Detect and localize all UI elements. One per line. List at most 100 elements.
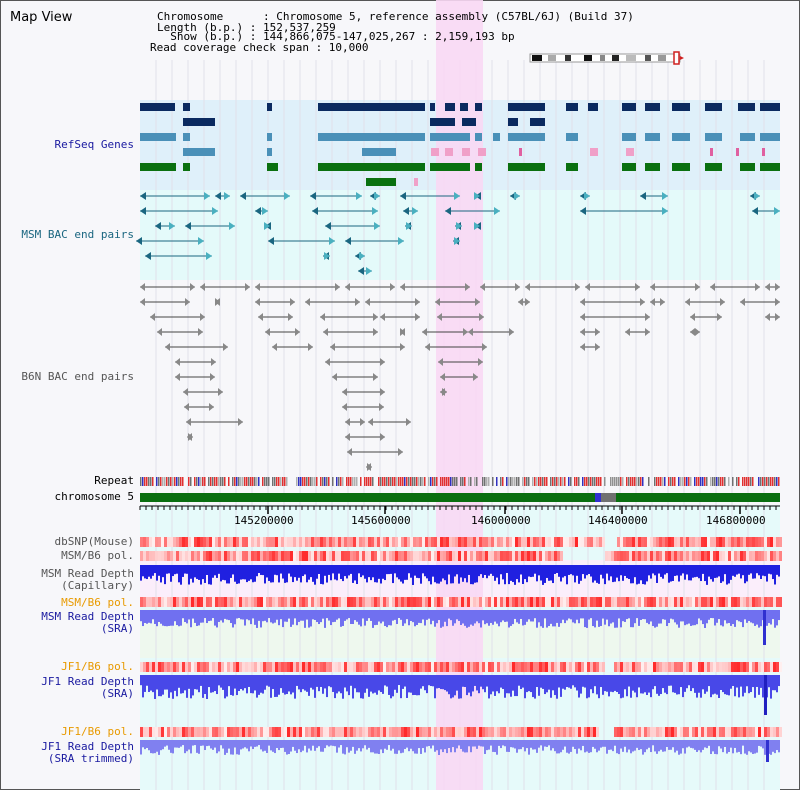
jf1-trim-depth-bar <box>300 740 302 753</box>
repeat-mark <box>562 477 564 486</box>
jf1-b6-pol-cell <box>701 727 704 737</box>
jf1-b6-pol-cell <box>173 727 176 737</box>
jf1-sra-depth-bar <box>624 675 626 690</box>
msm-b6-pol-cell <box>689 551 692 561</box>
jf1-sra-depth-bar <box>518 675 520 686</box>
msm-b6-pol-cell <box>278 551 281 561</box>
repeat-mark <box>552 477 554 486</box>
msm-cap-depth-bar <box>478 565 480 577</box>
repeat-mark <box>252 477 254 486</box>
msm-b6-pol-cell <box>284 551 287 561</box>
repeat-mark <box>320 477 322 486</box>
jf1-b6-pol-cell <box>647 727 650 737</box>
track-label-jf1-b6-pol-1[interactable]: JF1/B6 pol. <box>61 660 134 673</box>
repeat-mark <box>440 477 442 486</box>
jf1-b6-pol-cell <box>263 662 266 672</box>
msm-cap-depth-bar <box>626 565 628 579</box>
jf1-sra-depth-bar <box>372 675 374 694</box>
track-label-msm-bac[interactable]: MSM BAC end pairs <box>21 228 134 241</box>
dbsnp-cell <box>299 537 302 547</box>
msm-b6-pol-cell <box>149 551 152 561</box>
msm-cap-depth-bar <box>242 565 244 580</box>
track-label-jf1-depth-sra[interactable]: JF1 Read Depth <box>41 675 134 688</box>
jf1-b6-pol-cell <box>344 727 347 737</box>
jf1-b6-pol-cell <box>536 662 539 672</box>
track-label-jf1-b6-pol-2[interactable]: JF1/B6 pol. <box>61 725 134 738</box>
jf1-b6-pol-cell <box>743 662 746 672</box>
jf1-b6-pol-cell <box>305 727 308 737</box>
jf1-sra-depth-bar <box>430 675 432 687</box>
jf1-sra-depth-bar <box>438 675 440 689</box>
gene-pink-block <box>478 148 486 156</box>
jf1-sra-depth-bar <box>654 675 656 687</box>
jf1-trim-depth-bar <box>274 740 276 754</box>
msm-b6-pol-cell <box>515 597 518 607</box>
msm-b6-pol-cell <box>227 551 230 561</box>
track-label-repeat[interactable]: Repeat <box>94 474 134 487</box>
track-label-msm-depth-cap[interactable]: MSM Read Depth <box>41 567 134 580</box>
track-label-dbsnp[interactable]: dbSNP(Mouse) <box>54 535 134 548</box>
jf1-trim-depth-bar <box>626 740 628 753</box>
msm-sra-depth-bar <box>622 610 624 622</box>
dbsnp-cell <box>401 537 404 547</box>
dbsnp-cell <box>671 537 674 547</box>
msm-b6-pol-cell <box>617 597 620 607</box>
jf1-b6-pol-cell <box>422 662 425 672</box>
msm-cap-depth-bar <box>354 565 356 581</box>
msm-b6-pol-cell <box>515 551 518 561</box>
msm-b6-pol-cell <box>578 597 581 607</box>
b6n-end-arrow <box>345 418 350 426</box>
track-label-jf1-depth-trim[interactable]: JF1 Read Depth <box>41 740 134 753</box>
msm-b6-pol-cell <box>293 597 296 607</box>
repeat-mark <box>576 477 578 486</box>
msm-sra-depth-bar <box>740 610 742 623</box>
msm-cap-depth-bar <box>360 565 362 578</box>
msm-sra-depth-bar <box>584 610 586 628</box>
jf1-sra-depth-bar <box>298 675 300 690</box>
msm-b6-pol-cell <box>476 551 479 561</box>
b6n-end-arrow <box>473 373 478 381</box>
msm-cap-depth-bar <box>332 565 334 574</box>
jf1-b6-pol-cell <box>197 662 200 672</box>
bac-end-arrow <box>136 237 142 245</box>
dbsnp-cell <box>644 537 647 547</box>
dbsnp-cell <box>764 537 767 547</box>
jf1-trim-depth-bar <box>776 740 778 751</box>
jf1-b6-pol-cell <box>461 662 464 672</box>
dbsnp-cell <box>470 537 473 547</box>
msm-cap-depth-bar <box>742 565 744 576</box>
jf1-sra-depth-bar <box>268 675 270 687</box>
ruler-tick-label: 146000000 <box>471 514 531 527</box>
jf1-sra-depth-bar <box>194 675 196 690</box>
jf1-trim-depth-bar <box>396 740 398 754</box>
jf1-trim-depth-bar <box>172 740 174 754</box>
msm-b6-pol-cell <box>776 551 779 561</box>
track-label-msm-b6-pol-2[interactable]: MSM/B6 pol. <box>61 596 134 609</box>
msm-cap-depth-bar <box>488 565 490 576</box>
track-label-b6n-bac[interactable]: B6N BAC end pairs <box>21 370 134 383</box>
jf1-b6-pol-cell <box>212 662 215 672</box>
track-label-refseq[interactable]: RefSeq Genes <box>54 138 134 151</box>
gene-block <box>267 148 272 156</box>
msm-sra-depth-bar <box>524 610 526 625</box>
jf1-sra-depth-bar <box>322 675 324 694</box>
jf1-sra-depth-bar <box>342 675 344 699</box>
track-label-chromosome: chromosome 5 <box>54 490 134 503</box>
repeat-mark <box>240 477 242 486</box>
b6n-end-arrow <box>347 448 352 456</box>
repeat-mark <box>310 477 312 486</box>
track-label-msm-b6-pol-1[interactable]: MSM/B6 pol. <box>61 549 134 562</box>
msm-b6-pol-cell <box>692 551 695 561</box>
msm-cap-depth-bar <box>398 565 400 580</box>
jf1-b6-pol-cell <box>650 727 653 737</box>
track-label-msm-depth-sra[interactable]: MSM Read Depth <box>41 610 134 623</box>
msm-sra-depth-bar <box>282 610 284 628</box>
jf1-trim-depth-bar <box>658 740 660 752</box>
ideogram-band <box>600 55 605 61</box>
jf1-b6-pol-cell <box>662 662 665 672</box>
msm-cap-depth-bar <box>734 565 736 577</box>
repeat-mark <box>416 477 418 486</box>
msm-cap-depth-bar <box>176 565 178 574</box>
jf1-b6-pol-cell <box>251 727 254 737</box>
